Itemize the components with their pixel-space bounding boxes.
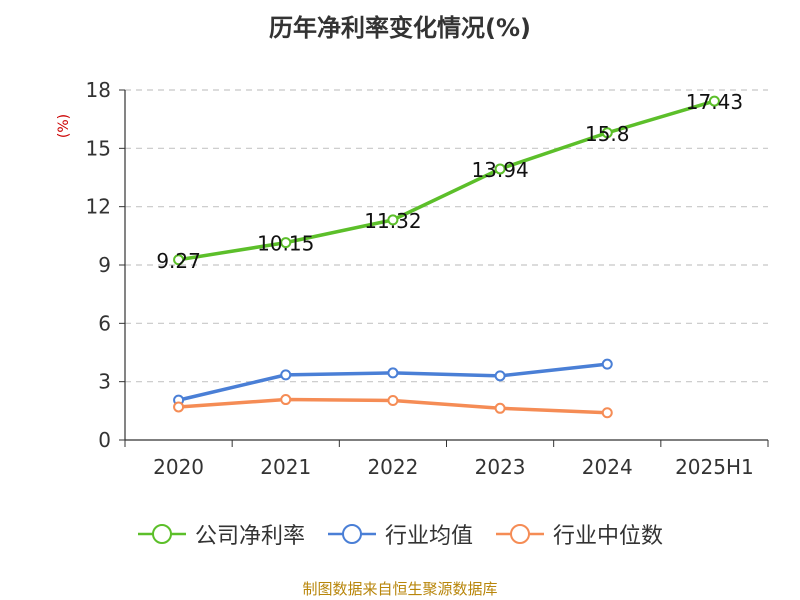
y-tick-label: 12 xyxy=(86,195,111,219)
source-note: 制图数据来自恒生聚源数据库 xyxy=(302,580,498,598)
data-point xyxy=(173,401,185,413)
y-tick-label: 0 xyxy=(98,428,111,452)
data-label: 9.27 xyxy=(156,249,201,273)
data-point xyxy=(494,402,506,414)
legend-swatch-marker xyxy=(151,524,172,544)
data-point xyxy=(708,95,720,107)
data-point xyxy=(387,214,399,226)
chart-title: 历年净利率变化情况(%) xyxy=(269,14,531,42)
legend-item[interactable]: 行业中位数 xyxy=(495,518,663,550)
legend-swatch-marker xyxy=(341,524,362,544)
legend-swatch xyxy=(137,524,186,544)
data-point xyxy=(494,163,506,175)
data-label: 15.8 xyxy=(585,122,630,146)
data-label: 13.94 xyxy=(471,158,528,182)
data-point xyxy=(494,370,506,382)
data-point xyxy=(173,254,185,266)
x-tick-label: 2023 xyxy=(475,455,526,479)
data-point xyxy=(280,394,292,406)
data-point xyxy=(601,407,613,419)
chart-legend: 公司净利率 行业均值 行业中位数 xyxy=(0,518,800,550)
data-label: 11.32 xyxy=(364,209,421,233)
legend-item[interactable]: 公司净利率 xyxy=(137,518,305,550)
x-tick-label: 2020 xyxy=(153,455,204,479)
y-tick-label: 9 xyxy=(98,253,111,277)
y-tick-label: 15 xyxy=(86,136,111,160)
data-point xyxy=(601,127,613,139)
x-tick-label: 2021 xyxy=(260,455,311,479)
legend-label: 行业均值 xyxy=(384,524,473,549)
legend-label: 行业中位数 xyxy=(553,524,664,549)
data-label: 17.43 xyxy=(686,90,743,114)
legend-swatch-marker xyxy=(510,524,530,544)
y-axis-unit-label: (%) xyxy=(56,114,72,138)
data-point xyxy=(280,369,292,381)
x-tick-label: 2024 xyxy=(582,455,633,479)
data-label: 10.15 xyxy=(257,232,314,256)
legend-swatch xyxy=(327,524,376,544)
series-line-0 xyxy=(176,99,717,262)
data-point xyxy=(280,237,292,249)
x-tick-label: 2022 xyxy=(367,455,418,479)
data-point xyxy=(601,358,613,370)
data-point xyxy=(387,395,399,407)
x-tick-label: 2025H1 xyxy=(675,455,754,479)
y-tick-label: 6 xyxy=(98,311,111,335)
legend-swatch xyxy=(496,524,544,544)
legend-label: 公司净利率 xyxy=(194,524,305,549)
legend-item[interactable]: 行业均值 xyxy=(327,518,473,550)
y-tick-label: 18 xyxy=(86,78,111,102)
data-point xyxy=(387,367,399,379)
y-tick-label: 3 xyxy=(98,370,111,394)
